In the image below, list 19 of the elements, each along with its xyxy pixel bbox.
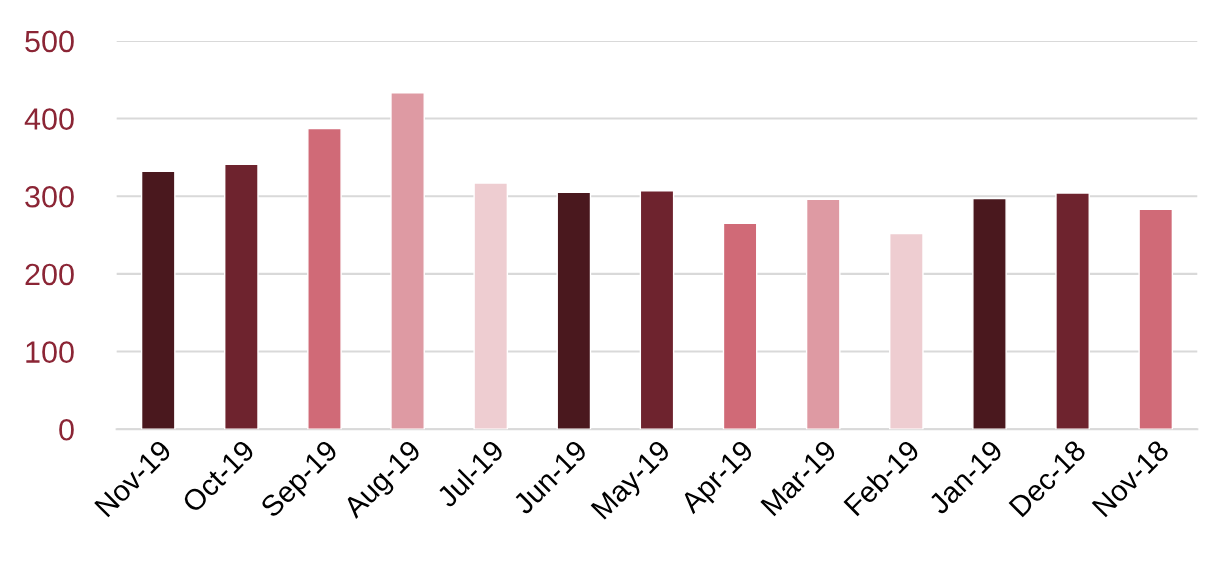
bar (473, 182, 509, 430)
bar (722, 222, 758, 430)
bar (556, 191, 592, 430)
y-tick-label: 0 (59, 418, 74, 441)
y-tick-label: 400 (24, 108, 74, 130)
y-tick-label: 100 (26, 341, 74, 363)
bar (224, 163, 259, 430)
bar (972, 197, 1007, 430)
bar (390, 92, 425, 430)
y-tick-label: 200 (25, 263, 74, 286)
bar (307, 127, 342, 430)
bar (889, 232, 924, 430)
bar (639, 190, 675, 430)
bar (1138, 208, 1174, 430)
bar (1055, 192, 1090, 430)
bar (140, 170, 176, 430)
y-tick-label: 500 (25, 30, 74, 53)
y-tick-label: 300 (25, 185, 74, 208)
bar (805, 198, 841, 430)
